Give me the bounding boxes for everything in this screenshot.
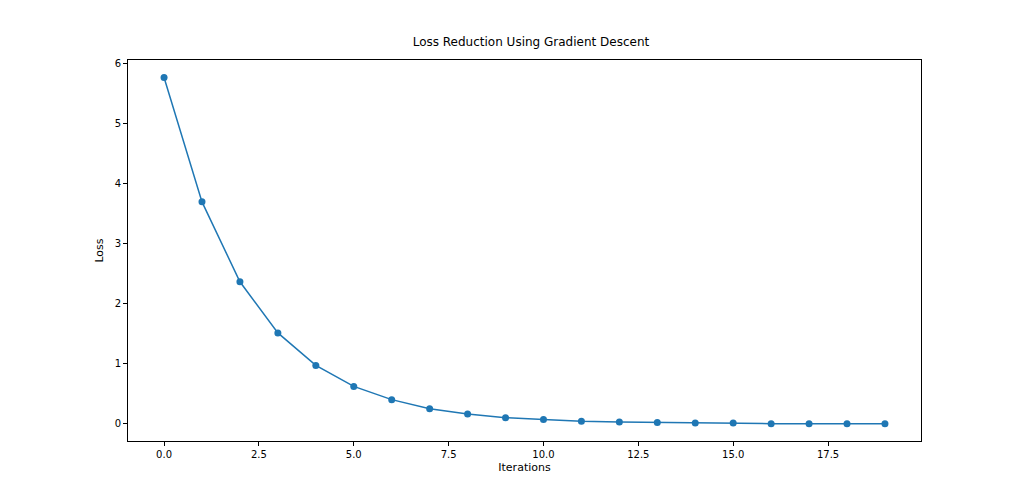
svg-text:6: 6 [115, 58, 121, 69]
svg-text:5: 5 [115, 118, 121, 129]
svg-text:5.0: 5.0 [346, 449, 362, 460]
svg-text:2.5: 2.5 [251, 449, 267, 460]
svg-text:3: 3 [115, 238, 121, 249]
svg-text:0: 0 [115, 418, 121, 429]
svg-text:1: 1 [115, 358, 121, 369]
svg-text:7.5: 7.5 [441, 449, 457, 460]
svg-text:15.0: 15.0 [722, 449, 744, 460]
svg-text:17.5: 17.5 [817, 449, 839, 460]
svg-text:10.0: 10.0 [532, 449, 554, 460]
svg-text:Loss: Loss [93, 238, 106, 262]
svg-text:Loss Reduction Using Gradient: Loss Reduction Using Gradient Descent [413, 35, 650, 49]
svg-text:12.5: 12.5 [627, 449, 649, 460]
svg-text:4: 4 [115, 178, 121, 189]
svg-text:0.0: 0.0 [156, 449, 172, 460]
svg-text:Iterations: Iterations [498, 461, 551, 474]
svg-text:2: 2 [115, 298, 121, 309]
